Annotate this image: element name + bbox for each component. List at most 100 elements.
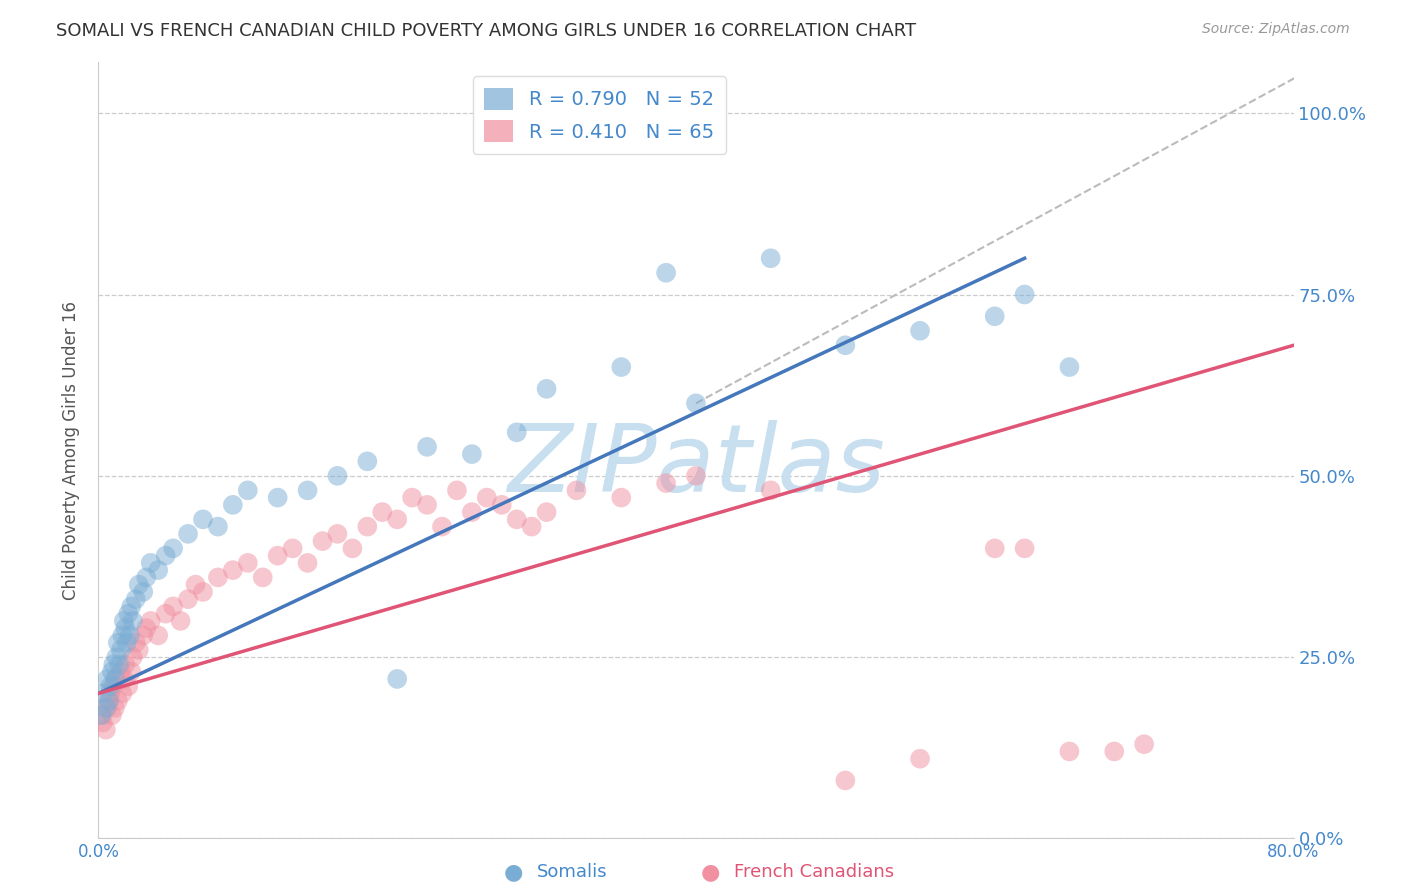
Point <box>1059 359 1081 374</box>
Point <box>655 476 678 491</box>
Point <box>112 672 135 686</box>
Point <box>125 592 148 607</box>
Point <box>356 454 378 468</box>
Point <box>128 577 150 591</box>
Point <box>132 628 155 642</box>
Point <box>1104 744 1126 758</box>
Point <box>908 752 931 766</box>
Point <box>97 694 120 708</box>
Point <box>114 657 136 672</box>
Point <box>117 679 139 693</box>
Point <box>148 563 170 577</box>
Point <box>118 628 141 642</box>
Point <box>177 592 200 607</box>
Point <box>114 621 136 635</box>
Point <box>162 541 184 556</box>
Point <box>834 773 856 788</box>
Point <box>536 382 558 396</box>
Point <box>155 549 177 563</box>
Text: Source: ZipAtlas.com: Source: ZipAtlas.com <box>1202 22 1350 37</box>
Point <box>128 643 150 657</box>
Point <box>91 686 114 700</box>
Text: ●: ● <box>503 863 523 882</box>
Point <box>326 468 349 483</box>
Point <box>430 519 453 533</box>
Point <box>104 701 127 715</box>
Text: SOMALI VS FRENCH CANADIAN CHILD POVERTY AMONG GIRLS UNDER 16 CORRELATION CHART: SOMALI VS FRENCH CANADIAN CHILD POVERTY … <box>56 22 917 40</box>
Point <box>110 665 132 679</box>
Point <box>1014 541 1036 556</box>
Point <box>155 607 177 621</box>
Point <box>97 694 120 708</box>
Point <box>91 715 114 730</box>
Text: Somalis: Somalis <box>537 863 607 881</box>
Point <box>117 607 139 621</box>
Point <box>139 556 162 570</box>
Point <box>222 498 245 512</box>
Point <box>267 491 290 505</box>
Point <box>371 505 394 519</box>
Point <box>834 338 856 352</box>
Point <box>297 556 319 570</box>
Point <box>908 324 931 338</box>
Point <box>565 483 588 498</box>
Point <box>281 541 304 556</box>
Point <box>94 701 117 715</box>
Point <box>297 483 319 498</box>
Point <box>184 577 207 591</box>
Point <box>984 310 1007 324</box>
Point <box>252 570 274 584</box>
Point <box>207 519 229 533</box>
Point <box>108 657 131 672</box>
Point <box>759 252 782 266</box>
Point <box>491 498 513 512</box>
Point <box>385 672 409 686</box>
Point <box>236 556 259 570</box>
Point <box>356 519 378 533</box>
Point <box>342 541 364 556</box>
Point <box>222 563 245 577</box>
Point <box>125 635 148 649</box>
Point <box>177 527 200 541</box>
Point <box>120 599 142 614</box>
Point <box>135 621 157 635</box>
Point <box>191 585 214 599</box>
Point <box>120 665 142 679</box>
Point <box>139 614 162 628</box>
Point <box>115 635 138 649</box>
Point <box>506 425 529 440</box>
Point <box>148 628 170 642</box>
Point <box>103 679 125 693</box>
Point <box>236 483 259 498</box>
Point <box>96 672 118 686</box>
Point <box>191 512 214 526</box>
Text: ZIPatlas: ZIPatlas <box>508 420 884 511</box>
Point <box>90 708 112 723</box>
Y-axis label: Child Poverty Among Girls Under 16: Child Poverty Among Girls Under 16 <box>62 301 80 600</box>
Text: French Canadians: French Canadians <box>734 863 894 881</box>
Point <box>169 614 191 628</box>
Point <box>104 672 127 686</box>
Legend: R = 0.790   N = 52, R = 0.410   N = 65: R = 0.790 N = 52, R = 0.410 N = 65 <box>472 76 725 154</box>
Point <box>685 468 707 483</box>
Point <box>461 447 484 461</box>
Point <box>506 512 529 526</box>
Point <box>90 708 112 723</box>
Point <box>1014 287 1036 301</box>
Point <box>121 614 143 628</box>
Point <box>446 483 468 498</box>
Point <box>1059 744 1081 758</box>
Point <box>110 643 132 657</box>
Point <box>112 614 135 628</box>
Point <box>416 440 439 454</box>
Point <box>105 672 128 686</box>
Point <box>111 686 134 700</box>
Point <box>107 694 129 708</box>
Point <box>107 635 129 649</box>
Point <box>385 512 409 526</box>
Point <box>475 491 498 505</box>
Point <box>105 650 128 665</box>
Point <box>536 505 558 519</box>
Point <box>96 701 118 715</box>
Point <box>98 679 122 693</box>
